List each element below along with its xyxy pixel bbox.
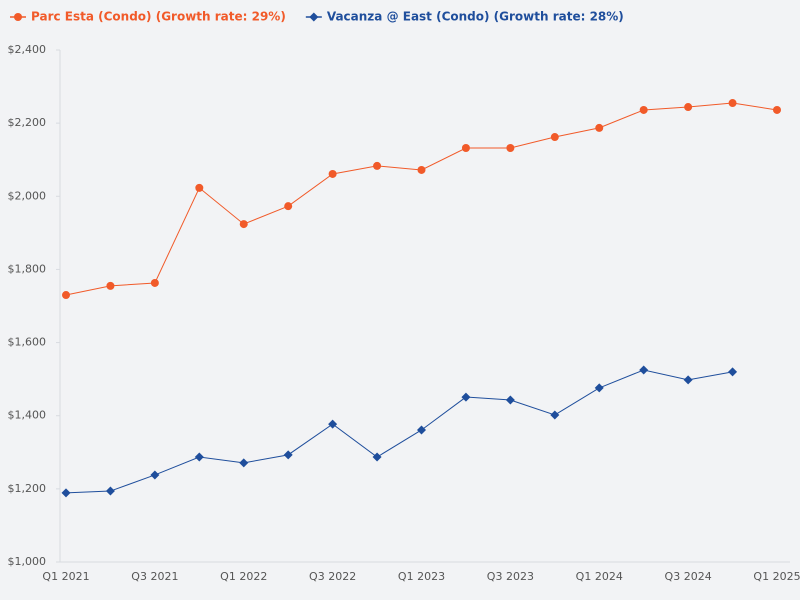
series-line xyxy=(65,102,778,296)
data-point xyxy=(594,383,604,393)
x-tick-label: Q1 2024 xyxy=(576,570,623,583)
data-point xyxy=(506,144,515,153)
data-point xyxy=(62,291,70,300)
data-point xyxy=(150,470,160,480)
x-tick-label: Q3 2022 xyxy=(309,570,356,583)
data-point xyxy=(639,365,649,375)
data-point xyxy=(684,103,693,112)
data-point xyxy=(195,183,204,192)
data-point xyxy=(639,105,648,114)
data-point xyxy=(328,169,337,178)
data-point xyxy=(284,202,293,211)
data-point xyxy=(150,278,159,287)
y-tick-label: $2,200 xyxy=(8,116,47,129)
data-point xyxy=(105,486,115,496)
data-point xyxy=(239,220,248,229)
y-tick-label: $2,400 xyxy=(8,43,47,56)
data-point xyxy=(728,99,737,108)
series-line xyxy=(65,369,733,494)
data-point xyxy=(239,458,249,468)
x-tick-label: Q3 2024 xyxy=(665,570,712,583)
y-tick-label: $1,400 xyxy=(8,409,47,422)
data-point xyxy=(417,425,426,435)
y-tick-label: $2,000 xyxy=(8,189,47,202)
legend-marker xyxy=(309,12,319,22)
legend-label: Vacanza @ East (Condo) (Growth rate: 28%… xyxy=(327,10,624,24)
data-point xyxy=(461,392,471,402)
data-point xyxy=(461,144,470,153)
data-point xyxy=(283,450,293,460)
y-tick-label: $1,200 xyxy=(8,482,47,495)
data-point xyxy=(505,395,515,405)
data-point xyxy=(550,410,560,420)
x-tick-label: Q1 2023 xyxy=(398,570,445,583)
legend-marker xyxy=(14,13,22,21)
data-point xyxy=(417,165,426,174)
data-point xyxy=(595,123,604,132)
data-point xyxy=(773,105,781,114)
data-point xyxy=(372,452,382,462)
x-tick-label: Q3 2023 xyxy=(487,570,534,583)
x-tick-label: Q3 2021 xyxy=(131,570,178,583)
data-point xyxy=(373,161,382,170)
x-tick-label: Q1 2025 xyxy=(753,570,800,583)
data-point xyxy=(194,452,204,462)
data-point xyxy=(106,281,115,290)
y-tick-label: $1,600 xyxy=(8,336,47,349)
legend-label: Parc Esta (Condo) (Growth rate: 29%) xyxy=(31,10,286,24)
y-tick-label: $1,000 xyxy=(8,555,47,568)
x-tick-label: Q1 2021 xyxy=(42,570,89,583)
x-tick-label: Q1 2022 xyxy=(220,570,267,583)
data-point xyxy=(61,488,71,498)
y-tick-label: $1,800 xyxy=(8,262,47,275)
data-point xyxy=(550,133,559,142)
data-point xyxy=(328,419,338,429)
data-point xyxy=(683,375,693,385)
data-point xyxy=(728,367,738,377)
